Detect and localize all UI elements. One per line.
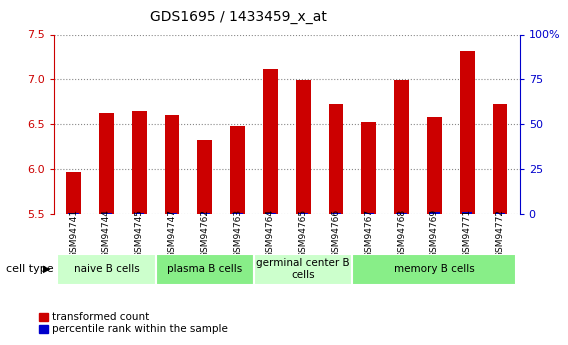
Text: GSM94771: GSM94771 (463, 209, 472, 258)
Bar (165, 115, 179, 214)
Text: GSM94768: GSM94768 (397, 209, 406, 258)
Text: GDS1695 / 1433459_x_at: GDS1695 / 1433459_x_at (150, 10, 327, 24)
Bar (198, 140, 212, 214)
Bar (230, 126, 245, 214)
Bar (101, 213, 111, 214)
Text: GSM94747: GSM94747 (168, 209, 177, 258)
Bar (263, 69, 278, 214)
Bar (296, 80, 311, 214)
Bar (200, 213, 210, 214)
Bar (254, 254, 352, 285)
Bar (331, 213, 341, 214)
Text: GSM94772: GSM94772 (495, 209, 504, 258)
Bar (329, 104, 344, 214)
Legend: transformed count, percentile rank within the sample: transformed count, percentile rank withi… (39, 312, 228, 334)
Bar (66, 172, 81, 214)
Bar (132, 111, 147, 214)
Text: plasma B cells: plasma B cells (167, 264, 243, 274)
Bar (167, 213, 177, 214)
Text: GSM94762: GSM94762 (201, 209, 210, 258)
Bar (352, 254, 516, 285)
Bar (69, 213, 79, 214)
Bar (492, 105, 507, 214)
Bar (57, 254, 156, 285)
Bar (495, 213, 505, 214)
Text: GSM94763: GSM94763 (233, 209, 242, 258)
Text: GSM94765: GSM94765 (299, 209, 308, 258)
Bar (427, 117, 442, 214)
Bar (462, 212, 473, 214)
Bar (396, 213, 407, 214)
Text: GSM94745: GSM94745 (135, 209, 144, 258)
Bar (394, 80, 409, 214)
Bar (361, 121, 376, 214)
Text: GSM94764: GSM94764 (266, 209, 275, 258)
Bar (232, 213, 243, 214)
Bar (460, 51, 475, 214)
Bar (364, 213, 374, 214)
Text: GSM94767: GSM94767 (364, 209, 373, 258)
Bar (298, 213, 308, 214)
Text: ▶: ▶ (43, 264, 50, 274)
Text: GSM94744: GSM94744 (102, 209, 111, 258)
Text: cell type: cell type (6, 264, 53, 274)
Text: GSM94741: GSM94741 (69, 209, 78, 258)
Bar (156, 254, 254, 285)
Text: GSM94766: GSM94766 (332, 209, 341, 258)
Text: germinal center B
cells: germinal center B cells (256, 258, 350, 280)
Bar (265, 213, 275, 214)
Bar (134, 213, 144, 214)
Bar (429, 212, 440, 214)
Text: naive B cells: naive B cells (74, 264, 139, 274)
Text: GSM94769: GSM94769 (430, 209, 439, 258)
Text: memory B cells: memory B cells (394, 264, 475, 274)
Bar (99, 112, 114, 214)
